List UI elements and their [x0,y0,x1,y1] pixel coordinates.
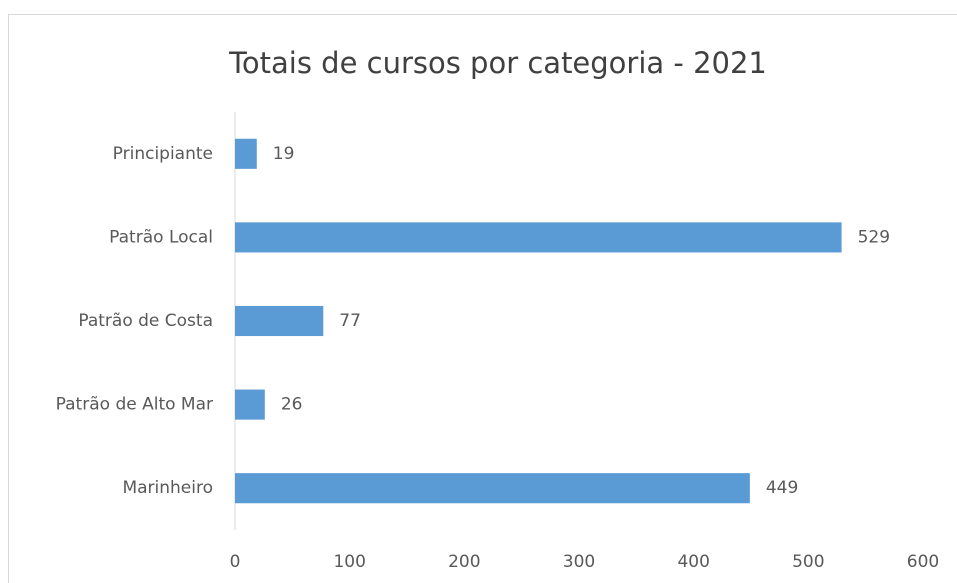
x-tick-label: 400 [677,552,709,572]
y-tick-label: Principiante [113,144,213,164]
y-tick-label: Patrão Local [109,227,213,247]
x-tick-label: 600 [907,552,939,572]
data-label: 77 [339,311,361,331]
bar [235,222,842,253]
bar [235,473,750,504]
data-label: 26 [281,395,303,415]
chart-title: Totais de cursos por categoria - 2021 [228,46,767,80]
y-tick-label: Patrão de Costa [78,311,213,331]
x-tick-label: 100 [333,552,365,572]
y-tick-label: Marinheiro [122,478,213,498]
bar [235,389,265,420]
x-tick-label: 500 [792,552,824,572]
x-tick-label: 300 [563,552,595,572]
data-label: 529 [858,227,890,247]
bar [235,138,257,169]
x-tick-label: 0 [230,552,241,572]
data-label: 449 [766,478,798,498]
bar [235,305,324,337]
y-tick-label: Patrão de Alto Mar [56,395,213,415]
x-tick-label: 200 [448,552,480,572]
data-label: 19 [273,144,295,164]
